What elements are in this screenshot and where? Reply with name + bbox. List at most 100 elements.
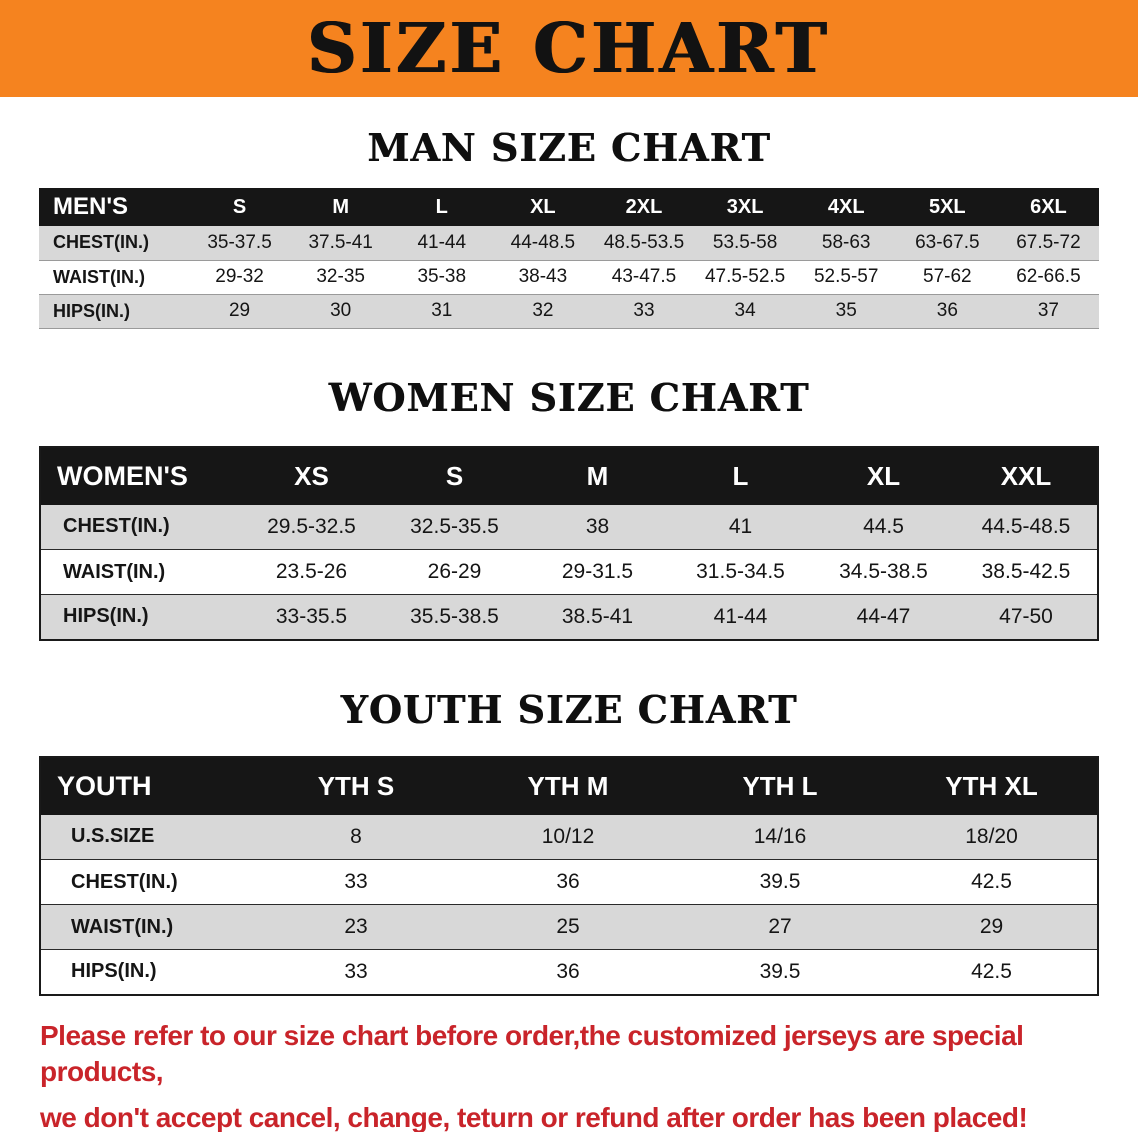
size-column-header: M	[526, 446, 669, 505]
page-title: SIZE CHART	[307, 8, 831, 89]
table-header-row: WOMEN'S XS S M L XL XXL	[40, 446, 1098, 505]
men-section-heading: MAN SIZE CHART	[367, 125, 771, 170]
row-label: HIPS(IN.)	[71, 960, 157, 983]
size-value: 31.5-34.5	[696, 560, 785, 583]
table-row: CHEST(IN.) 29.5-32.5 32.5-35.5 38 41 44.5 44.5…	[40, 504, 1098, 550]
size-value: 29	[228, 300, 251, 321]
size-value: 44.5-48.5	[981, 514, 1071, 538]
row-label-header: YOUTH	[40, 756, 250, 815]
row-label: WAIST(IN.)	[71, 915, 174, 938]
size-value: 29-31.5	[561, 560, 634, 583]
row-label: U.S.SIZE	[71, 825, 155, 848]
size-column-header: S	[383, 446, 526, 505]
table-row: WAIST(IN.) 23 25 27 29	[40, 904, 1098, 950]
size-value: 39.5	[759, 870, 801, 893]
row-label-header: MEN'S	[39, 188, 189, 226]
men-size-table: MEN'S S M L XL 2XL 3XL 4XL 5XL 6XL CHEST(IN.) 35-37…	[39, 188, 1099, 329]
size-value: 26-29	[427, 560, 482, 583]
size-column-header: YTH M	[462, 756, 674, 815]
women-size-table: WOMEN'S XS S M L XL XXL CHEST(IN.) 29.5-32.5 32.5…	[39, 445, 1099, 641]
size-column-header: YTH S	[250, 756, 462, 815]
notice-line-1: Please refer to our size chart before or…	[40, 1019, 1024, 1087]
size-value: 23	[344, 915, 368, 938]
size-column-header: L	[669, 446, 812, 505]
size-column-header: XL	[812, 446, 955, 505]
row-label: HIPS(IN.)	[53, 300, 131, 321]
size-column-header: 3XL	[694, 188, 796, 226]
size-column-header: 6XL	[997, 188, 1099, 226]
size-value: 18/20	[965, 824, 1018, 848]
size-value: 36	[556, 959, 580, 983]
size-value: 47-50	[999, 604, 1053, 628]
row-label: CHEST(IN.)	[53, 232, 149, 253]
order-notice: Please refer to our size chart before or…	[40, 1018, 1110, 1132]
size-value: 41-44	[713, 604, 768, 628]
size-value: 27	[768, 915, 792, 938]
size-value: 23.5-26	[275, 560, 348, 583]
size-value: 8	[350, 824, 362, 848]
size-value: 48.5-53.5	[603, 231, 685, 253]
size-value: 30	[330, 300, 352, 321]
size-value: 44.5	[863, 514, 904, 538]
size-column-header: L	[391, 188, 493, 226]
women-section-heading: WOMEN SIZE CHART	[328, 374, 810, 420]
size-column-header: XXL	[955, 446, 1098, 505]
size-value: 33	[633, 300, 655, 321]
youth-size-table: YOUTH YTH S YTH M YTH L YTH XL U.S.SIZE 8 10/12…	[39, 755, 1099, 996]
size-value: 58-63	[821, 231, 871, 253]
size-value: 41	[728, 514, 753, 538]
row-label: CHEST(IN.)	[63, 515, 170, 538]
banner: SIZE CHART	[0, 0, 1138, 97]
size-value: 14/16	[753, 824, 807, 848]
size-value: 32	[532, 300, 554, 321]
table-row: WAIST(IN.) 29-32 32-35 35-38 38-43 43-47.5 47.…	[39, 260, 1099, 294]
size-column-header: YTH XL	[886, 756, 1098, 815]
size-value: 32-35	[316, 266, 365, 287]
size-column-header: XS	[240, 446, 383, 505]
row-label: WAIST(IN.)	[53, 266, 145, 287]
size-value: 43-47.5	[611, 266, 677, 287]
size-value: 36	[556, 870, 580, 893]
size-column-header: 2XL	[593, 188, 695, 226]
row-label: CHEST(IN.)	[71, 870, 178, 893]
size-value: 25	[556, 915, 580, 938]
size-value: 53.5-58	[712, 231, 778, 253]
size-value: 10/12	[541, 824, 595, 848]
size-value: 29.5-32.5	[267, 514, 356, 538]
size-value: 63-67.5	[915, 231, 980, 253]
size-value: 37.5-41	[308, 231, 373, 253]
size-value: 37	[1037, 300, 1059, 321]
size-value: 35	[835, 300, 857, 321]
size-value: 34.5-38.5	[839, 560, 928, 583]
size-value: 41-44	[417, 231, 467, 253]
table-row: HIPS(IN.) 29 30 31 32 33 34 35 36 37	[39, 294, 1099, 328]
size-value: 33	[344, 959, 368, 983]
size-column-header: XL	[492, 188, 594, 226]
size-value: 39.5	[759, 959, 801, 983]
size-value: 47.5-52.5	[704, 266, 786, 287]
size-column-header: M	[290, 188, 392, 226]
size-value: 29-32	[215, 266, 264, 287]
men-section: MAN SIZE CHART MEN'S S M L XL 2XL 3XL 4XL 5XL 6XL…	[0, 97, 1138, 329]
size-value: 57-62	[923, 266, 972, 287]
size-value: 29	[979, 915, 1004, 938]
youth-section: YOUTH SIZE CHART YOUTH YTH S YTH M YTH L YTH…	[0, 641, 1138, 996]
table-row: U.S.SIZE 8 10/12 14/16 18/20	[40, 814, 1098, 860]
size-value: 42.5	[971, 959, 1012, 983]
size-value: 44-48.5	[510, 231, 576, 253]
size-value: 67.5-72	[1016, 231, 1081, 253]
women-section: WOMEN SIZE CHART WOMEN'S XS S M L XL XXL CHEST(…	[0, 329, 1138, 641]
table-row: HIPS(IN.) 33-35.5 35.5-38.5 38.5-41 41-44 44-…	[40, 594, 1098, 640]
table-row: WAIST(IN.) 23.5-26 26-29 29-31.5 31.5-34.5 34…	[40, 549, 1098, 595]
table-header-row: MEN'S S M L XL 2XL 3XL 4XL 5XL 6XL	[39, 188, 1099, 226]
size-value: 35-38	[417, 266, 467, 287]
size-value: 31	[431, 300, 453, 321]
size-value: 33	[344, 870, 368, 893]
table-header-row: YOUTH YTH S YTH M YTH L YTH XL	[40, 756, 1098, 815]
size-value: 35.5-38.5	[410, 604, 499, 628]
row-label: WAIST(IN.)	[63, 560, 166, 583]
size-value: 42.5	[971, 870, 1012, 893]
youth-section-heading: YOUTH SIZE CHART	[340, 686, 798, 732]
table-row: HIPS(IN.) 33 36 39.5 42.5	[40, 949, 1098, 995]
